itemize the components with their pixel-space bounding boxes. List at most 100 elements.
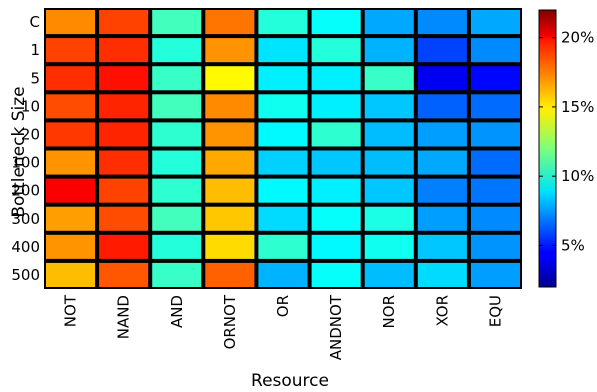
heatmap-cell — [311, 178, 361, 203]
heatmap-cell — [364, 234, 414, 259]
heatmap-cell — [258, 10, 308, 35]
colorbar-tick-label: 20% — [561, 29, 594, 47]
heatmap-cell — [364, 94, 414, 119]
heatmap-cell — [99, 38, 149, 63]
x-tick-labels: NOT NAND AND ORNOT OR ANDNOT NOR XOR EQU — [62, 294, 505, 360]
heatmap-cell — [205, 206, 255, 231]
heatmap-cell — [46, 122, 96, 147]
x-tick-label: NOT — [62, 294, 80, 327]
heatmap-cell — [205, 234, 255, 259]
heatmap-cell — [258, 234, 308, 259]
x-tick-label: ANDNOT — [327, 294, 345, 360]
heatmap-cell — [311, 206, 361, 231]
heatmap-cell — [470, 66, 520, 91]
x-axis-label: Resource — [251, 371, 329, 391]
heatmap-cell — [470, 150, 520, 175]
x-tick-label: EQU — [486, 295, 504, 327]
heatmap-cell — [470, 38, 520, 63]
y-tick-label: 200 — [11, 182, 40, 200]
heatmap-cell — [470, 178, 520, 203]
heatmap-cell — [311, 122, 361, 147]
x-tick-label: OR — [274, 295, 292, 317]
colorbar-ticks: 5% 10% 15% 20% — [539, 29, 594, 254]
colorbar-tick-label: 10% — [561, 167, 594, 185]
heatmap-cell — [205, 94, 255, 119]
heatmap-cell — [364, 122, 414, 147]
heatmap-cell — [258, 38, 308, 63]
heatmap-cell — [46, 262, 96, 287]
y-axis-label: Bottleneck Size — [9, 86, 29, 217]
heatmap-cell — [417, 66, 467, 91]
heatmap-cell — [152, 150, 202, 175]
heatmap-cell — [417, 122, 467, 147]
heatmap-cell — [311, 66, 361, 91]
heatmap-cell — [258, 122, 308, 147]
heatmap-cell — [470, 262, 520, 287]
heatmap-cell — [417, 178, 467, 203]
heatmap-cell — [364, 66, 414, 91]
heatmap-cell — [99, 206, 149, 231]
heatmap-cell — [311, 234, 361, 259]
heatmap-cell — [311, 38, 361, 63]
y-tick-label: C — [30, 13, 40, 31]
y-tick-label: 10 — [21, 97, 40, 115]
heatmap-cell — [470, 122, 520, 147]
heatmap-cell — [311, 10, 361, 35]
heatmap-cell — [258, 94, 308, 119]
y-tick-label: 100 — [11, 154, 40, 172]
heatmap-cell — [258, 178, 308, 203]
heatmap-cell — [99, 122, 149, 147]
x-tick-label: XOR — [433, 295, 451, 327]
heatmap-cell — [364, 206, 414, 231]
heatmap-cell — [205, 10, 255, 35]
heatmap-cell — [99, 10, 149, 35]
heatmap-cell — [205, 262, 255, 287]
heatmap-cell — [99, 262, 149, 287]
heatmap-cell — [152, 178, 202, 203]
heatmap-cell — [364, 178, 414, 203]
heatmap-cell — [46, 10, 96, 35]
heatmap-cell — [99, 234, 149, 259]
heatmap-cell — [258, 66, 308, 91]
heatmap-cell — [258, 206, 308, 231]
heatmap-cell — [152, 94, 202, 119]
heatmap-cell — [46, 94, 96, 119]
heatmap-cells — [44, 8, 522, 289]
x-tick-label: NAND — [115, 295, 133, 339]
heatmap-cell — [470, 94, 520, 119]
heatmap-cell — [46, 178, 96, 203]
heatmap-cell — [417, 206, 467, 231]
y-tick-label: 20 — [21, 125, 40, 143]
x-tick-label: NOR — [380, 295, 398, 328]
colorbar-tick-label: 5% — [561, 236, 585, 254]
heatmap-cell — [99, 94, 149, 119]
heatmap-cell — [470, 234, 520, 259]
heatmap-cell — [364, 10, 414, 35]
heatmap-cell — [46, 38, 96, 63]
heatmap-cell — [417, 150, 467, 175]
heatmap-cell — [205, 38, 255, 63]
heatmap-cell — [152, 262, 202, 287]
heatmap-cell — [417, 94, 467, 119]
x-tick-label: AND — [168, 295, 186, 328]
colorbar-tick-label: 15% — [561, 98, 594, 116]
heatmap-cell — [152, 10, 202, 35]
heatmap-cell — [99, 150, 149, 175]
y-tick-label: 400 — [11, 238, 40, 256]
heatmap-cell — [364, 38, 414, 63]
y-tick-label: 5 — [30, 69, 40, 87]
heatmap-cell — [364, 262, 414, 287]
heatmap-cell — [417, 10, 467, 35]
heatmap-cell — [258, 262, 308, 287]
heatmap-cell — [417, 38, 467, 63]
heatmap-cell — [364, 150, 414, 175]
heatmap-cell — [99, 178, 149, 203]
heatmap-cell — [417, 262, 467, 287]
heatmap-cell — [417, 234, 467, 259]
heatmap-cell — [205, 122, 255, 147]
heatmap-cell — [311, 262, 361, 287]
heatmap-cell — [152, 66, 202, 91]
heatmap-cell — [205, 66, 255, 91]
heatmap-cell — [152, 122, 202, 147]
